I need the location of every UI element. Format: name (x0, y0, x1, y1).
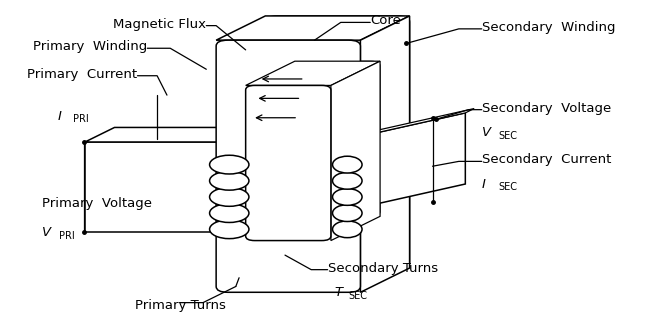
Ellipse shape (210, 204, 249, 222)
Polygon shape (246, 61, 380, 85)
Text: PRI: PRI (73, 114, 89, 124)
Polygon shape (219, 127, 249, 232)
Ellipse shape (210, 220, 249, 239)
FancyBboxPatch shape (265, 16, 409, 268)
Polygon shape (331, 61, 380, 241)
Ellipse shape (332, 205, 362, 221)
Polygon shape (85, 127, 249, 142)
Polygon shape (357, 109, 474, 137)
Text: Secondary Turns: Secondary Turns (328, 261, 438, 274)
Text: PRI: PRI (59, 231, 74, 241)
Text: Primary  Winding: Primary Winding (33, 40, 147, 53)
Text: Primary  Voltage: Primary Voltage (42, 197, 152, 210)
FancyBboxPatch shape (216, 40, 360, 292)
Ellipse shape (332, 188, 362, 205)
Text: V: V (482, 126, 491, 139)
Text: I: I (58, 110, 62, 123)
Text: Primary  Current: Primary Current (27, 67, 137, 81)
Text: Secondary  Voltage: Secondary Voltage (482, 102, 611, 114)
Text: Secondary  Winding: Secondary Winding (482, 21, 615, 34)
Ellipse shape (332, 172, 362, 189)
Ellipse shape (332, 221, 362, 238)
Text: I: I (482, 178, 486, 190)
Text: SEC: SEC (498, 182, 517, 192)
Ellipse shape (332, 156, 362, 173)
Ellipse shape (210, 187, 249, 206)
Text: Primary Turns: Primary Turns (135, 299, 226, 312)
Text: V: V (42, 226, 52, 239)
Text: T: T (334, 286, 342, 299)
Text: SEC: SEC (498, 130, 517, 141)
Text: Core: Core (371, 14, 401, 27)
Ellipse shape (210, 171, 249, 190)
Text: SEC: SEC (348, 290, 368, 301)
Polygon shape (216, 16, 409, 40)
FancyBboxPatch shape (246, 85, 331, 241)
Ellipse shape (210, 155, 249, 174)
Polygon shape (357, 113, 466, 208)
Text: Secondary  Current: Secondary Current (482, 153, 611, 166)
Text: Magnetic Flux: Magnetic Flux (113, 18, 206, 31)
Polygon shape (85, 142, 219, 232)
Polygon shape (360, 16, 409, 292)
FancyBboxPatch shape (295, 61, 380, 216)
